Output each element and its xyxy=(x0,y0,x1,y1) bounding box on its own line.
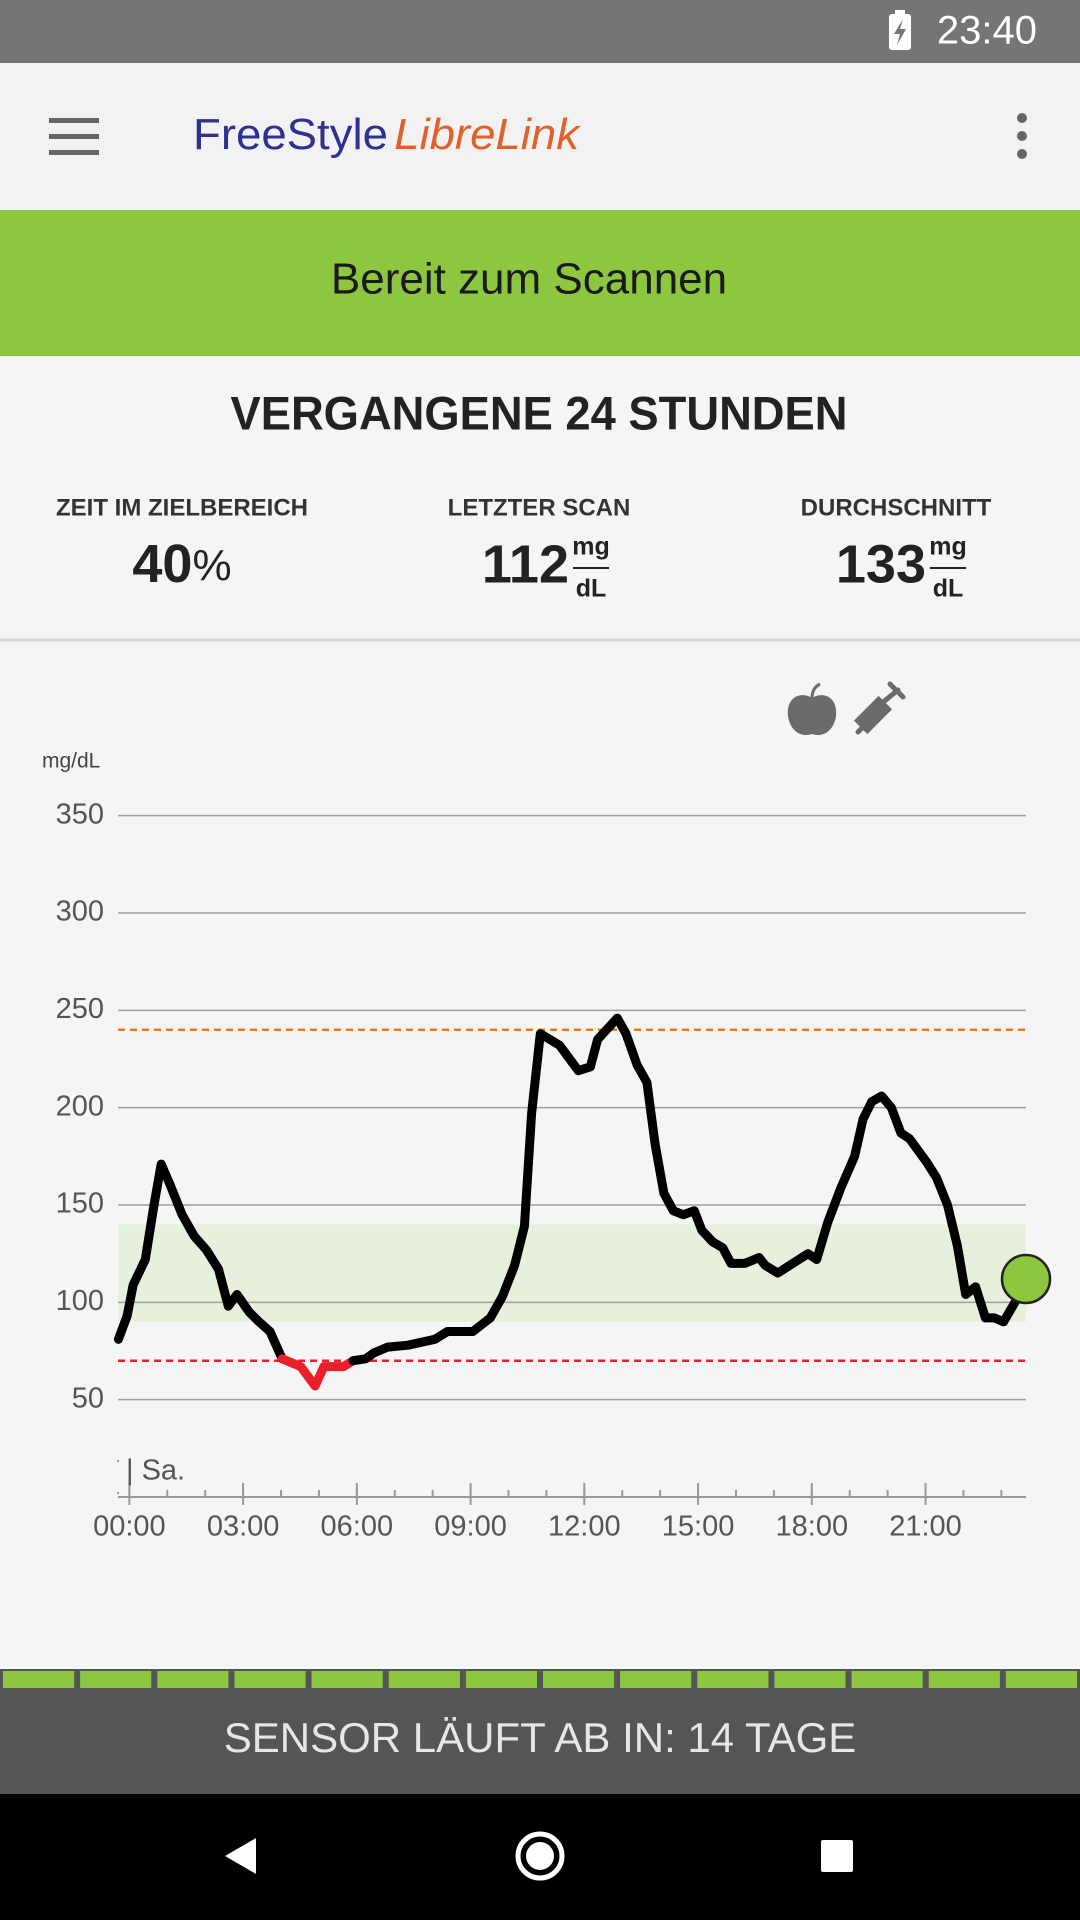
x-tick-label: 18:00 xyxy=(776,1511,849,1543)
food-icon xyxy=(787,682,837,736)
glucose-line xyxy=(348,1013,1031,1366)
sensor-progress-segment xyxy=(697,1671,769,1688)
x-tick-label: 06:00 xyxy=(321,1511,394,1543)
sensor-progress-segment xyxy=(311,1671,383,1688)
y-tick-label: 300 xyxy=(56,896,104,928)
logo-freestyle: FreeStyle xyxy=(193,110,388,159)
stat-label: LETZTER SCAN xyxy=(448,494,631,521)
stat-value: 40% xyxy=(132,534,231,594)
x-tick-label: 09:00 xyxy=(434,1511,507,1543)
y-tick-label: 100 xyxy=(56,1285,104,1317)
stat-label: DURCHSCHNITT xyxy=(801,494,992,521)
summary-title: VERGANGENE 24 STUNDEN xyxy=(231,386,848,439)
app-bar xyxy=(0,63,1080,210)
y-tick-label: 200 xyxy=(56,1090,104,1122)
sensor-bar xyxy=(0,1688,1080,1794)
y-tick-label: 350 xyxy=(56,798,104,830)
sensor-progress-segment xyxy=(543,1671,615,1688)
stat-value: 133 xyxy=(836,534,926,594)
glucose-line-low xyxy=(277,1354,358,1391)
logo-librelink: LibreLink xyxy=(394,110,581,159)
day-label: | Sa. xyxy=(126,1455,185,1487)
scan-banner[interactable] xyxy=(0,210,1080,356)
stat-unit-top: mg xyxy=(572,533,610,561)
x-tick-label: 21:00 xyxy=(889,1511,962,1543)
sensor-progress-segment xyxy=(620,1671,692,1688)
sensor-progress-segment xyxy=(234,1671,306,1688)
sensor-progress-segment xyxy=(80,1671,152,1688)
sensor-progress-segment xyxy=(157,1671,229,1688)
sensor-progress-segment xyxy=(465,1671,537,1688)
stat-unit: % xyxy=(192,541,231,590)
x-tick-label: 03:00 xyxy=(207,1511,280,1543)
y-tick-label: 150 xyxy=(56,1188,104,1220)
back-button[interactable] xyxy=(225,1838,256,1874)
overflow-menu-button[interactable] xyxy=(1017,113,1027,159)
x-tick-label: 12:00 xyxy=(548,1511,621,1543)
sensor-progress-segment xyxy=(1005,1671,1077,1688)
target-range xyxy=(118,1224,1026,1322)
stat-value: 112 xyxy=(482,534,569,594)
sensor-text: SENSOR LÄUFT AB IN: 14 TAGE xyxy=(224,1714,857,1761)
stat-unit-bottom: dL xyxy=(576,575,607,603)
clock: 23:40 xyxy=(937,9,1037,53)
sensor-progress-segment xyxy=(388,1671,460,1688)
banner-text: Bereit zum Scannen xyxy=(331,255,727,304)
y-tick-label: 250 xyxy=(56,993,104,1025)
y-tick-label: 50 xyxy=(72,1382,104,1414)
stat-unit-top: mg xyxy=(929,533,967,561)
glucose-line xyxy=(113,1159,287,1364)
recents-button[interactable] xyxy=(821,1840,853,1872)
sensor-progress-segment xyxy=(851,1671,923,1688)
sensor-progress-segment xyxy=(774,1671,846,1688)
logo: FreeStyle LibreLink xyxy=(193,110,581,159)
menu-button[interactable] xyxy=(49,118,99,155)
current-reading xyxy=(1000,1253,1052,1305)
stat-label: ZEIT IM ZIELBEREICH xyxy=(56,494,308,521)
x-tick-label: 15:00 xyxy=(662,1511,735,1543)
status-bar xyxy=(0,0,1080,63)
sensor-progress-segment xyxy=(928,1671,1000,1688)
y-axis-label: mg/dL xyxy=(42,750,100,773)
glucose-chart: mg/dL 50 100 150 200 250 300 350 00:00 03:00 06:00… xyxy=(42,750,1052,1543)
insulin-icon xyxy=(853,681,906,735)
home-button[interactable] xyxy=(515,1831,565,1881)
x-tick-label: 00:00 xyxy=(93,1511,166,1543)
stat-number: 40 xyxy=(132,534,192,594)
sensor-progress-segment xyxy=(3,1671,75,1688)
battery-icon xyxy=(889,10,911,50)
stat-unit-bottom: dL xyxy=(933,575,964,603)
